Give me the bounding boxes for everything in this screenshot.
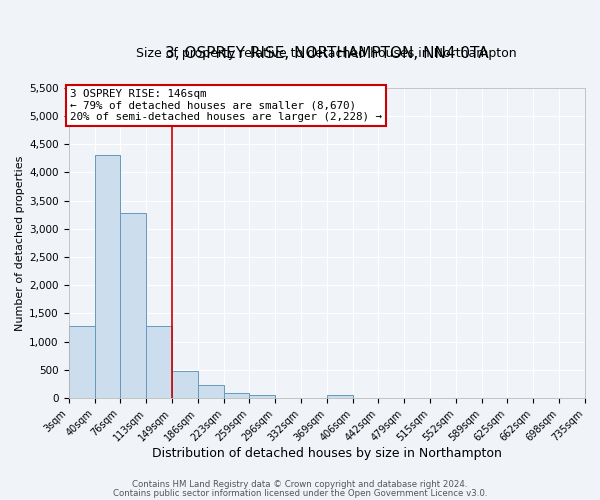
Y-axis label: Number of detached properties: Number of detached properties xyxy=(15,155,25,330)
Bar xyxy=(327,394,353,398)
Text: 3, OSPREY RISE, NORTHAMPTON, NN4 0TA: 3, OSPREY RISE, NORTHAMPTON, NN4 0TA xyxy=(165,46,488,62)
Text: Contains public sector information licensed under the Open Government Licence v3: Contains public sector information licen… xyxy=(113,488,487,498)
Bar xyxy=(146,326,172,398)
Bar xyxy=(224,393,249,398)
Bar xyxy=(249,394,275,398)
Bar xyxy=(120,213,146,398)
Text: Contains HM Land Registry data © Crown copyright and database right 2024.: Contains HM Land Registry data © Crown c… xyxy=(132,480,468,489)
X-axis label: Distribution of detached houses by size in Northampton: Distribution of detached houses by size … xyxy=(152,447,502,460)
Title: Size of property relative to detached houses in Northampton: Size of property relative to detached ho… xyxy=(136,47,517,60)
Bar xyxy=(68,326,95,398)
Bar xyxy=(172,371,197,398)
Text: 3 OSPREY RISE: 146sqm
← 79% of detached houses are smaller (8,670)
20% of semi-d: 3 OSPREY RISE: 146sqm ← 79% of detached … xyxy=(70,89,382,122)
Bar xyxy=(197,385,224,398)
Bar xyxy=(95,156,120,398)
